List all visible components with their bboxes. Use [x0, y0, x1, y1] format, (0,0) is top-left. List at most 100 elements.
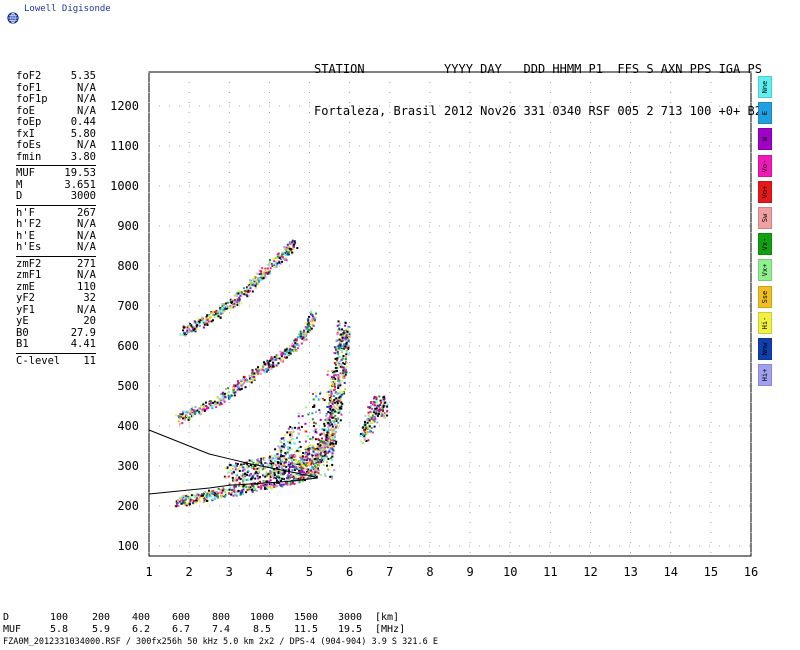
- echo-pixel: [288, 446, 291, 449]
- echo-pixel: [322, 464, 325, 467]
- echo-pixel: [280, 453, 283, 456]
- echo-pixel: [285, 465, 288, 468]
- echo-pixel: [346, 344, 349, 347]
- echo-pixel: [376, 421, 379, 424]
- echo-pixel: [202, 320, 205, 323]
- echo-pixel: [291, 345, 294, 348]
- echo-pixel: [340, 358, 343, 361]
- param-row: B1 4.41: [16, 338, 96, 351]
- echo-pixel: [338, 380, 341, 383]
- echo-pixel: [288, 449, 291, 452]
- muf-value: 5.9: [91, 624, 111, 635]
- param-value: 32: [83, 292, 96, 304]
- echo-pixel: [183, 333, 186, 336]
- echo-pixel: [304, 479, 306, 482]
- echo-pixel: [306, 330, 309, 333]
- echo-pixel: [326, 405, 329, 408]
- echo-pixel: [286, 446, 289, 449]
- echo-pixel: [191, 412, 194, 415]
- echo-pixel: [309, 323, 312, 326]
- echo-pixel: [310, 470, 313, 472]
- echo-pixel: [289, 426, 292, 428]
- echo-pixel: [287, 246, 290, 248]
- echo-pixel: [330, 436, 333, 439]
- echo-pixel: [297, 422, 300, 425]
- echo-pixel: [309, 320, 312, 322]
- legend-swatch: Hi+: [758, 364, 772, 387]
- echo-pixel: [338, 324, 341, 326]
- echo-pixel: [327, 431, 330, 434]
- echo-pixel: [256, 370, 259, 373]
- echo-pixel: [224, 466, 227, 469]
- echo-pixel: [309, 443, 312, 446]
- echo-pixel: [314, 410, 317, 413]
- echo-pixel: [229, 469, 232, 472]
- echo-pixel: [256, 460, 259, 463]
- echo-pixel: [220, 307, 223, 310]
- echo-pixel: [224, 476, 227, 479]
- echo-pixel: [270, 357, 273, 360]
- echo-pixel: [282, 478, 285, 481]
- echo-pixel: [332, 438, 335, 440]
- echo-pixel: [328, 396, 331, 399]
- echo-pixel: [373, 409, 376, 412]
- echo-pixel: [200, 404, 203, 407]
- echo-pixel: [305, 458, 308, 461]
- echo-pixel: [335, 347, 338, 350]
- echo-pixel: [347, 353, 350, 356]
- echo-pixel: [186, 326, 189, 329]
- echo-pixel: [285, 253, 288, 256]
- echo-pixel: [191, 499, 194, 502]
- echo-pixel: [340, 348, 343, 351]
- echo-pixel: [364, 431, 367, 434]
- echo-pixel: [333, 439, 336, 442]
- echo-pixel: [340, 401, 343, 404]
- echo-pixel: [333, 428, 336, 431]
- echo-pixel: [334, 366, 337, 369]
- echo-pixel: [270, 359, 273, 362]
- echo-pixel: [313, 470, 316, 472]
- legend-swatch: Nne: [758, 76, 772, 98]
- echo-pixel: [361, 434, 364, 436]
- echo-pixel: [240, 382, 243, 385]
- echo-pixel: [336, 404, 339, 407]
- echo-pixel: [344, 369, 347, 372]
- echo-pixel: [193, 496, 196, 499]
- legend-swatch: Vx-: [758, 233, 772, 256]
- echo-pixel: [252, 481, 255, 484]
- echo-pixel: [314, 319, 316, 322]
- echo-pixel: [195, 325, 198, 328]
- echo-pixel: [315, 431, 318, 434]
- echo-pixel: [289, 481, 292, 484]
- echo-pixel: [209, 404, 212, 407]
- echo-pixel: [279, 484, 282, 487]
- echo-pixel: [340, 351, 343, 354]
- echo-pixel: [306, 435, 309, 438]
- param-label: zmE: [16, 280, 35, 293]
- echo-pixel: [304, 446, 307, 449]
- echo-pixel: [384, 413, 387, 416]
- echo-pixel: [242, 479, 245, 482]
- echo-pixel: [223, 305, 225, 308]
- echo-pixel: [329, 405, 332, 407]
- echo-pixel: [184, 499, 187, 501]
- echo-pixel: [308, 477, 311, 480]
- echo-pixel: [226, 301, 229, 304]
- echo-pixel: [297, 432, 300, 435]
- echo-pixel: [242, 293, 244, 295]
- echo-pixel: [218, 400, 220, 403]
- echo-pixel: [177, 501, 179, 504]
- echo-pixel: [338, 401, 341, 404]
- echo-pixel: [233, 471, 235, 474]
- echo-pixel: [249, 287, 252, 290]
- echo-pixel: [332, 408, 334, 411]
- echo-pixel: [311, 448, 314, 451]
- echo-pixel: [213, 400, 216, 403]
- echo-pixel: [273, 455, 276, 458]
- param-value: 11: [83, 354, 96, 367]
- echo-pixel: [236, 479, 239, 482]
- echo-pixel: [319, 444, 322, 447]
- echo-pixel: [235, 462, 237, 465]
- echo-pixel: [243, 381, 245, 384]
- echo-pixel: [305, 327, 308, 330]
